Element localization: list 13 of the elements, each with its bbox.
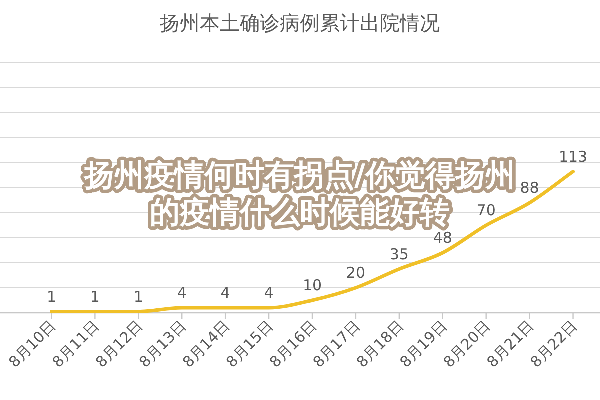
data-label: 4 bbox=[264, 284, 274, 302]
data-label: 1 bbox=[134, 288, 144, 306]
data-label: 1 bbox=[46, 288, 57, 306]
data-label: 70 bbox=[476, 202, 496, 220]
data-label: 35 bbox=[390, 245, 409, 264]
data-label: 1 bbox=[90, 288, 100, 306]
data-label: 113 bbox=[558, 148, 588, 166]
data-label: 10 bbox=[302, 276, 322, 294]
chart-title: 扬州本土确诊病例累计出院情况 bbox=[160, 11, 440, 35]
data-label: 4 bbox=[177, 284, 187, 302]
data-label: 88 bbox=[520, 179, 540, 197]
data-label: 4 bbox=[220, 284, 230, 302]
data-label: 20 bbox=[346, 264, 366, 282]
